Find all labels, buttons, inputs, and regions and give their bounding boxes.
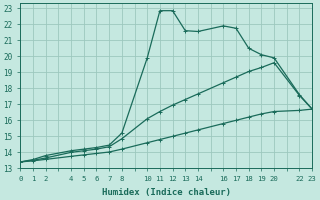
X-axis label: Humidex (Indice chaleur): Humidex (Indice chaleur)	[102, 188, 231, 197]
